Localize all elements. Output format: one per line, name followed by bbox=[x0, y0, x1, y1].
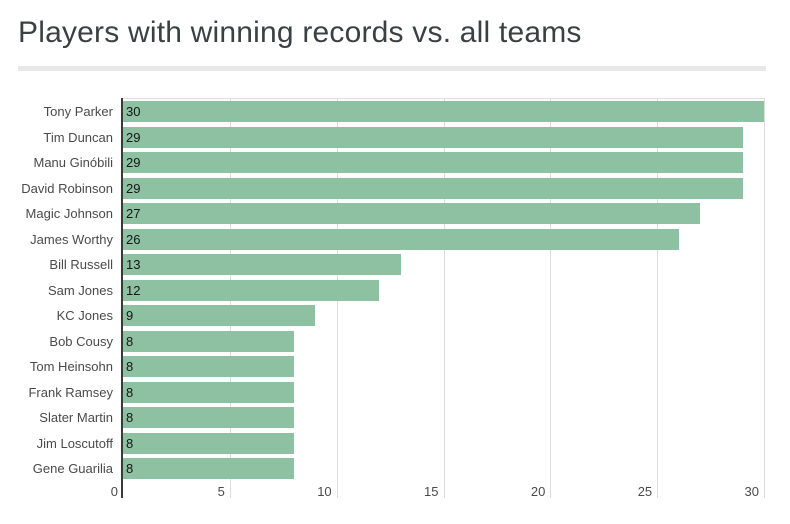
chart-title: Players with winning records vs. all tea… bbox=[18, 16, 582, 49]
x-tick-label: 25 bbox=[637, 484, 653, 499]
bar: 9 bbox=[123, 305, 316, 326]
bar: 29 bbox=[123, 177, 743, 199]
value-label: 8 bbox=[126, 384, 134, 400]
category-label: Frank Ramsey bbox=[28, 384, 113, 400]
chart-row: James Worthy 26 bbox=[0, 228, 790, 250]
chart-row: Tony Parker 30 bbox=[0, 101, 790, 122]
chart-row: Tom Heinsohn 8 bbox=[0, 356, 790, 377]
bar: 29 bbox=[123, 152, 743, 173]
category-label: David Robinson bbox=[21, 180, 113, 196]
value-label: 8 bbox=[126, 435, 134, 451]
gridline bbox=[550, 98, 552, 498]
value-label: 30 bbox=[126, 104, 141, 119]
category-label: Magic Johnson bbox=[25, 206, 113, 221]
category-label: Bob Cousy bbox=[49, 333, 113, 349]
category-label: Sam Jones bbox=[47, 282, 113, 298]
category-label: Slater Martin bbox=[39, 410, 113, 425]
bar: 8 bbox=[123, 356, 294, 377]
x-tick-label: 10 bbox=[317, 484, 332, 499]
value-label: 29 bbox=[126, 180, 141, 196]
x-tick-label: 20 bbox=[530, 484, 546, 499]
chart-row: Bill Russell 13 bbox=[0, 254, 790, 275]
bar: 29 bbox=[123, 126, 743, 148]
category-label: Manu Ginóbili bbox=[33, 155, 114, 170]
bar: 8 bbox=[123, 458, 294, 479]
value-label: 8 bbox=[126, 410, 134, 425]
value-label: 29 bbox=[126, 129, 141, 145]
chart-rows: Tony Parker 30 Tim Duncan 29 Manu Ginóbili 29… bbox=[0, 101, 790, 479]
category-label: KC Jones bbox=[56, 308, 113, 323]
x-tick-label: 0 bbox=[110, 484, 118, 499]
zero-axis-line bbox=[121, 98, 123, 498]
category-label: Jim Loscutoff bbox=[36, 435, 113, 451]
value-label: 26 bbox=[126, 231, 141, 247]
bar: 13 bbox=[123, 254, 401, 275]
value-label: 12 bbox=[126, 282, 141, 298]
bar: 12 bbox=[123, 279, 380, 301]
chart-row: David Robinson 29 bbox=[0, 177, 790, 199]
bar: 8 bbox=[123, 330, 294, 352]
value-label: 8 bbox=[126, 359, 134, 374]
category-label: James Worthy bbox=[30, 231, 113, 247]
bar: 26 bbox=[123, 228, 679, 250]
category-label: Tom Heinsohn bbox=[29, 359, 113, 374]
chart-row: Jim Loscutoff 8 bbox=[0, 432, 790, 454]
bar: 27 bbox=[123, 203, 700, 224]
category-label: Gene Guarilia bbox=[32, 461, 113, 476]
gridline bbox=[764, 98, 765, 498]
chart-row: Slater Martin 8 bbox=[0, 407, 790, 428]
chart-row: KC Jones 9 bbox=[0, 305, 790, 326]
chart-row: Tim Duncan 29 bbox=[0, 126, 790, 148]
category-label: Bill Russell bbox=[49, 257, 113, 272]
chart-row: Manu Ginóbili 29 bbox=[0, 152, 790, 173]
value-label: 13 bbox=[126, 257, 141, 272]
bar: 8 bbox=[123, 381, 294, 403]
value-label: 8 bbox=[126, 333, 134, 349]
x-tick-label: 30 bbox=[744, 484, 759, 499]
bar: 8 bbox=[123, 432, 294, 454]
value-label: 29 bbox=[126, 155, 141, 170]
x-tick-label: 5 bbox=[217, 484, 225, 499]
chart-row: Sam Jones 12 bbox=[0, 279, 790, 301]
chart-row: Gene Guarilia 8 bbox=[0, 458, 790, 479]
chart-row: Magic Johnson 27 bbox=[0, 203, 790, 224]
chart-row: Bob Cousy 8 bbox=[0, 330, 790, 352]
category-label: Tim Duncan bbox=[43, 129, 113, 145]
x-tick-label: 15 bbox=[424, 484, 439, 499]
bar: 8 bbox=[123, 407, 294, 428]
title-divider bbox=[18, 66, 766, 71]
value-label: 9 bbox=[126, 308, 134, 323]
gridline bbox=[443, 98, 445, 498]
category-label: Tony Parker bbox=[43, 104, 113, 119]
value-label: 8 bbox=[126, 461, 134, 476]
chart-row: Frank Ramsey 8 bbox=[0, 381, 790, 403]
value-label: 27 bbox=[126, 206, 141, 221]
gridline bbox=[657, 98, 659, 498]
bar: 30 bbox=[123, 101, 764, 122]
